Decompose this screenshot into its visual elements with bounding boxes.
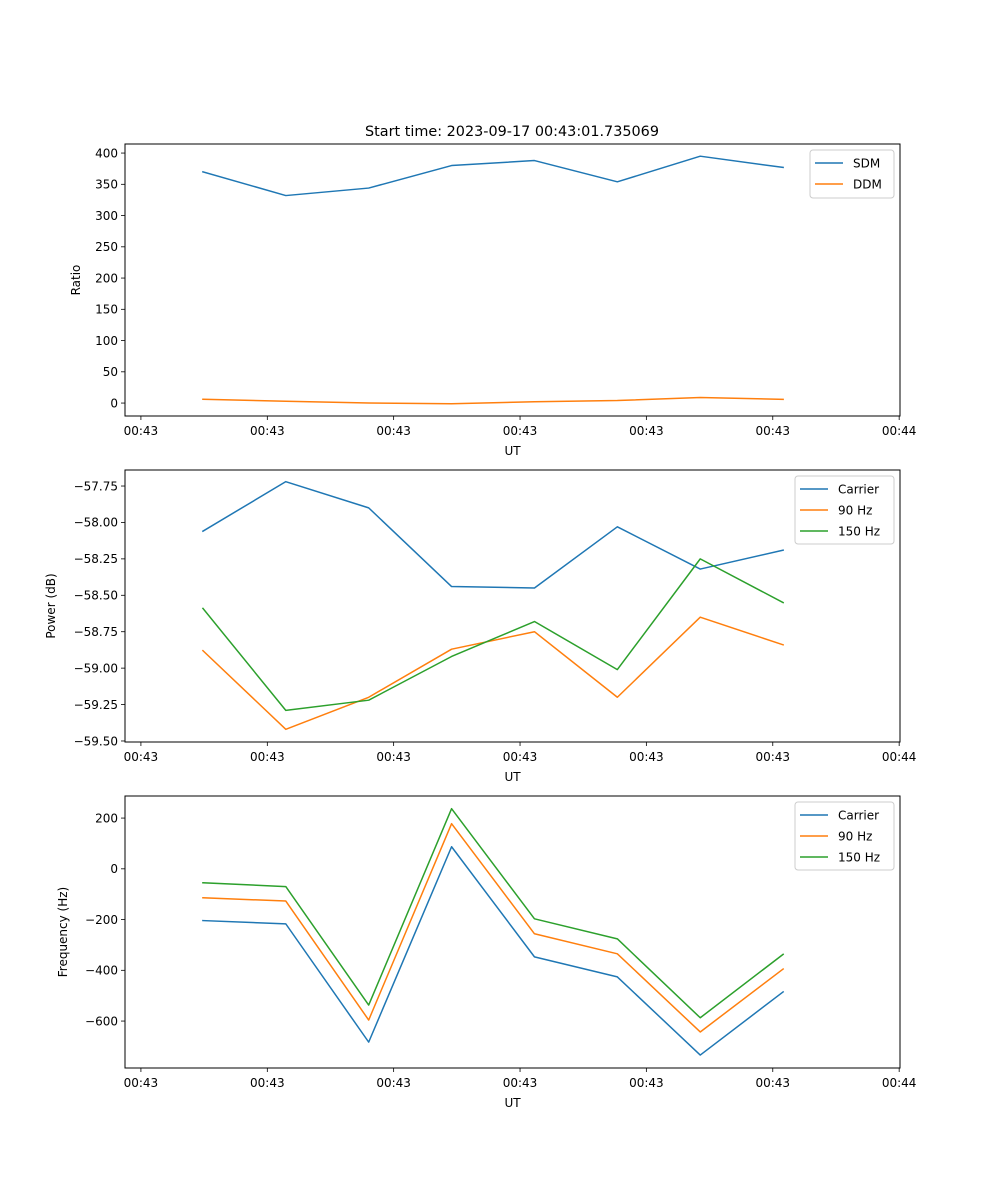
- x-tick-label: 00:43: [755, 1076, 790, 1090]
- x-tick-label: 00:43: [629, 1076, 664, 1090]
- y-axis-label: Frequency (Hz): [56, 887, 70, 978]
- y-tick-label: −58.25: [74, 552, 118, 566]
- legend-label: SDM: [853, 157, 880, 171]
- series-line-90-hz: [202, 822, 785, 1033]
- y-tick-label: −400: [85, 964, 118, 978]
- y-tick-label: 250: [95, 240, 118, 254]
- x-tick-label: 00:43: [755, 750, 790, 764]
- x-tick-label: 00:43: [124, 750, 159, 764]
- figure-title: Start time: 2023-09-17 00:43:01.735069: [365, 124, 659, 140]
- series-line-150-hz: [202, 807, 785, 1019]
- x-tick-label: 00:43: [376, 750, 411, 764]
- series-line-carrier: [202, 846, 785, 1056]
- y-tick-label: 400: [95, 146, 118, 160]
- x-tick-label: 00:43: [124, 1076, 159, 1090]
- y-tick-label: 0: [110, 862, 118, 876]
- y-tick-label: 150: [95, 303, 118, 317]
- series-line-ddm: [202, 396, 784, 405]
- legend-label: Carrier: [838, 483, 879, 497]
- y-tick-label: 0: [110, 396, 118, 410]
- y-axis-label: Power (dB): [44, 573, 58, 638]
- x-tick-label: 00:43: [250, 1076, 285, 1090]
- series-line-150-hz: [201, 558, 785, 712]
- y-tick-label: 350: [95, 178, 118, 192]
- legend: Carrier 90 Hz 150 Hz: [794, 475, 895, 545]
- series-line-carrier: [201, 480, 785, 589]
- x-tick-label: 00:43: [503, 750, 538, 764]
- x-tick-label: 00:43: [250, 750, 285, 764]
- y-tick-label: −58.75: [74, 625, 118, 639]
- subplot-2: 00:43 00:43 00:43 00:43 00:43 00:43 00:44 −59.5…: [44, 469, 917, 784]
- y-tick-label: −57.75: [74, 479, 118, 493]
- subplots: 00:43 00:43 00:43 00:43 00:43 00:43 00:44 0 50 10…: [44, 143, 917, 1110]
- x-axis-label: UT: [504, 444, 521, 458]
- axes-frame: [124, 795, 901, 1069]
- legend-box: [794, 475, 895, 545]
- x-tick-label: 00:43: [629, 424, 664, 438]
- axes-frame: [124, 143, 901, 417]
- y-tick-label: −59.50: [74, 734, 118, 748]
- legend-box: [809, 149, 895, 199]
- legend-label: 90 Hz: [838, 504, 872, 518]
- y-tick-label: −59.25: [74, 698, 118, 712]
- y-tick-label: −58.00: [74, 516, 118, 530]
- y-tick-label: 200: [95, 811, 118, 825]
- y-tick-label: 50: [103, 365, 118, 379]
- x-tick-label: 00:43: [503, 424, 538, 438]
- y-tick-label: −200: [85, 913, 118, 927]
- x-tick-label: 00:43: [755, 424, 790, 438]
- x-tick-label: 00:43: [629, 750, 664, 764]
- x-tick-label: 00:43: [250, 424, 285, 438]
- x-tick-label: 00:43: [124, 424, 159, 438]
- legend-label: Carrier: [838, 809, 879, 823]
- y-tick-label: −59.00: [74, 661, 118, 675]
- legend-label: 90 Hz: [838, 830, 872, 844]
- legend: SDM DDM: [809, 149, 895, 199]
- legend: Carrier 90 Hz 150 Hz: [794, 801, 895, 871]
- x-tick-label: 00:43: [376, 1076, 411, 1090]
- y-tick-label: 100: [95, 334, 118, 348]
- y-tick-label: 300: [95, 209, 118, 223]
- y-axis-label: Ratio: [69, 265, 83, 296]
- x-tick-label: 00:44: [882, 750, 917, 764]
- legend-label: 150 Hz: [838, 525, 880, 539]
- series-line-90-hz: [201, 616, 785, 731]
- legend-label: DDM: [853, 178, 882, 192]
- series-line-sdm: [201, 155, 784, 197]
- legend-box: [794, 801, 895, 871]
- x-tick-label: 00:44: [882, 424, 917, 438]
- y-tick-label: −600: [85, 1014, 118, 1028]
- subplot-3: 00:43 00:43 00:43 00:43 00:43 00:43 00:44 −600 −…: [56, 795, 917, 1110]
- legend-label: 150 Hz: [838, 851, 880, 865]
- y-tick-label: 200: [95, 271, 118, 285]
- y-tick-label: −58.50: [74, 589, 118, 603]
- axes-frame: [124, 469, 901, 743]
- x-axis-label: UT: [504, 770, 521, 784]
- x-tick-label: 00:43: [503, 1076, 538, 1090]
- subplot-1: 00:43 00:43 00:43 00:43 00:43 00:43 00:44 0 50 10…: [69, 143, 917, 458]
- x-tick-label: 00:43: [376, 424, 411, 438]
- x-tick-label: 00:44: [882, 1076, 917, 1090]
- x-axis-label: UT: [504, 1096, 521, 1110]
